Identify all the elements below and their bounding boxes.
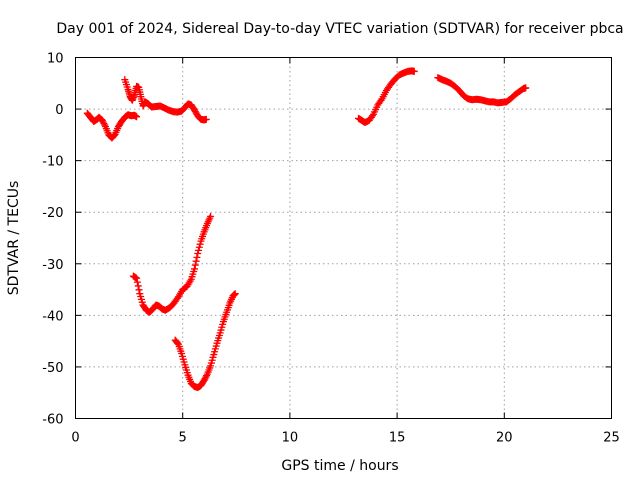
data-point <box>133 274 141 282</box>
data-point <box>195 243 203 251</box>
data-point <box>101 121 109 129</box>
data-point <box>98 116 106 124</box>
data-point <box>193 253 201 261</box>
data-point <box>99 118 107 126</box>
data-point <box>174 339 182 347</box>
data-point <box>202 115 210 123</box>
data-point <box>201 375 209 383</box>
data-point <box>133 113 141 121</box>
data-point <box>100 120 108 128</box>
data-point <box>133 278 141 286</box>
y-tick-label: -20 <box>42 206 63 221</box>
data-point <box>522 84 530 92</box>
axis-ticks <box>75 57 612 419</box>
x-tick-label: 20 <box>496 431 513 446</box>
x-tick-label: 15 <box>389 431 406 446</box>
data-point <box>191 261 199 269</box>
y-tick-label: -60 <box>42 413 63 428</box>
data-point <box>194 249 202 257</box>
data-series <box>434 74 530 107</box>
data-point <box>203 372 211 380</box>
y-tick-label: 0 <box>55 103 63 118</box>
y-tick-label: -10 <box>42 155 63 170</box>
data-point <box>192 257 200 265</box>
data-point <box>202 373 210 381</box>
y-tick-label: 10 <box>47 52 64 67</box>
x-tick-label: 25 <box>603 431 620 446</box>
data-point <box>368 112 376 120</box>
plot-frame <box>75 57 612 419</box>
y-tick-label: -50 <box>42 361 63 376</box>
data-points <box>83 67 530 392</box>
data-point <box>195 246 203 254</box>
chart-title: Day 001 of 2024, Sidereal Day-to-day VTE… <box>56 21 623 37</box>
data-point <box>134 282 142 290</box>
data-point <box>231 290 239 298</box>
data-point <box>377 96 385 104</box>
data-series <box>171 290 239 392</box>
data-series <box>83 109 141 142</box>
data-point <box>196 240 204 248</box>
data-series <box>355 67 418 126</box>
x-tick-label: 0 <box>71 431 79 446</box>
data-point <box>200 376 208 384</box>
grid-lines <box>75 57 612 419</box>
x-tick-label: 10 <box>282 431 299 446</box>
tick-labels: 0 5 10 15 20 25 10 0 -10 -20 -30 -40 -50 -60 <box>42 52 620 446</box>
data-point <box>135 286 143 294</box>
data-series <box>121 76 210 124</box>
data-point <box>207 212 215 220</box>
y-tick-label: -30 <box>42 258 63 273</box>
y-tick-label: -40 <box>42 309 63 324</box>
data-point <box>410 67 418 75</box>
x-axis-title: GPS time / hours <box>281 458 398 474</box>
data-series <box>129 212 215 316</box>
data-point <box>190 265 198 273</box>
x-tick-label: 5 <box>179 431 187 446</box>
y-axis-title: SDTVAR / TECUs <box>6 181 22 296</box>
